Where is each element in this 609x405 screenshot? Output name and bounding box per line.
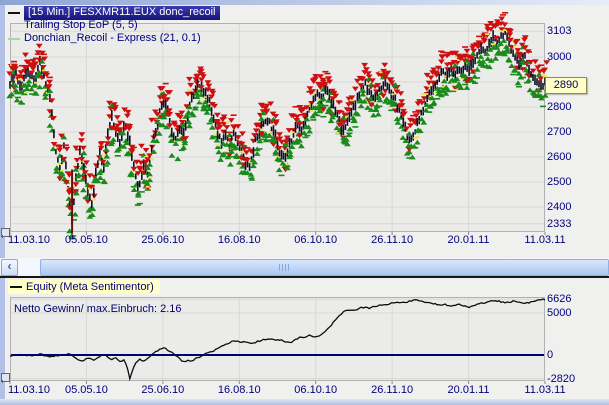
price-chart[interactable]: [6, 12, 551, 240]
y-axis-label: 3103: [547, 25, 572, 38]
window-frame-bottom: [0, 399, 609, 405]
y-axis-label: 3000: [547, 51, 572, 63]
panel-separator: [0, 276, 609, 278]
legend-item-instrument[interactable]: [15 Min.] FESXMR11.EUX donc_recoil: [8, 5, 221, 20]
panel-pin-icon[interactable]: [1, 373, 10, 383]
current-price-tag: 2890: [545, 76, 587, 94]
series-dash-icon: [8, 11, 20, 14]
equity-stat-label: Netto Gewinn/ max.Einbruch: 2.16: [14, 303, 182, 315]
y-axis-label: 2700: [547, 126, 572, 138]
legend-instrument-label: [15 Min.] FESXMR11.EUX donc_recoil: [24, 5, 221, 20]
legend-item-trailing-stop[interactable]: Trailing Stop EoP (5, 5): [8, 19, 220, 32]
horizontal-scrollbar: ‹: [0, 258, 609, 276]
x-axis-label: 16.08.10: [217, 384, 261, 396]
y-axis-label: 2333: [547, 217, 572, 230]
y-axis-label: 2500: [547, 176, 572, 188]
x-axis-label: 06.10.10: [294, 234, 338, 246]
y-axis-label: -2820: [547, 372, 576, 385]
window-frame-top: [0, 0, 609, 5]
legend-donchian-label: Donchian_Recoil - Express (21, 0.1): [24, 32, 201, 44]
x-axis-label: 26.11.10: [371, 384, 414, 396]
price-chart-legend: [15 Min.] FESXMR11.EUX donc_recoil Trail…: [8, 5, 221, 45]
x-axis-label: 11.03.10: [7, 234, 50, 246]
y-axis-label: 2600: [547, 151, 572, 163]
x-axis-label: 20.01.11: [447, 384, 490, 396]
x-axis-label: 16.08.10: [217, 234, 261, 246]
x-axis-label: 25.06.10: [141, 384, 185, 396]
donchian-dash-icon: [8, 37, 20, 40]
x-axis-label: 20.01.11: [447, 234, 490, 246]
x-axis-label: 11.03.11: [524, 234, 566, 246]
legend-trailing-stop-label: Trailing Stop EoP (5, 5): [24, 19, 138, 31]
equity-legend-item[interactable]: Equity (Meta Sentimentor): [8, 280, 160, 294]
y-axis-label: 0: [547, 348, 554, 361]
y-axis-label: 2800: [547, 101, 572, 113]
x-axis-label: 11.03.11: [524, 384, 566, 396]
equity-legend-label: Equity (Meta Sentimentor): [26, 281, 154, 293]
equity-dash-icon: [10, 286, 22, 288]
chevron-left-icon: ‹: [7, 259, 12, 273]
y-axis-label: 5000: [547, 306, 572, 319]
scroll-left-button[interactable]: ‹: [1, 259, 18, 276]
x-axis-label: 05.05.10: [65, 384, 108, 396]
x-axis-label: 05.05.10: [65, 234, 108, 246]
x-axis-label: 26.11.10: [371, 234, 414, 246]
x-axis-label: 06.10.10: [294, 384, 338, 396]
x-axis-label: 11.03.10: [7, 384, 50, 396]
y-axis-label: 2400: [547, 201, 572, 213]
scrollbar-thumb[interactable]: [40, 259, 609, 276]
legend-item-donchian[interactable]: Donchian_Recoil - Express (21, 0.1): [8, 32, 220, 45]
window-frame-left: [0, 5, 5, 400]
y-axis-label: 6626: [547, 293, 572, 306]
x-axis-label: 25.06.10: [141, 234, 185, 246]
panel-pin-icon[interactable]: [1, 228, 10, 238]
scrollbar-grip-icon: [279, 264, 291, 271]
equity-chart[interactable]: [9, 297, 546, 384]
